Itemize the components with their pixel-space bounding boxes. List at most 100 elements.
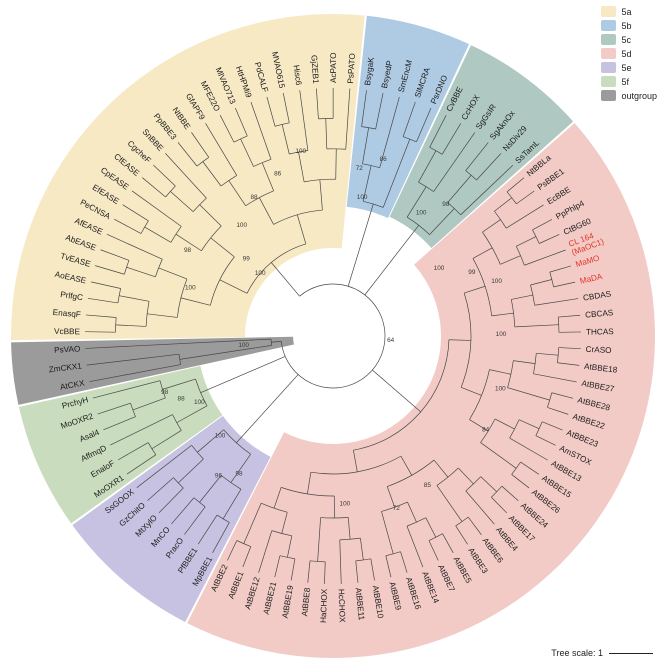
taxon-label: AtBBE11 (354, 587, 366, 621)
tree-branch (158, 487, 184, 513)
tree-branch (541, 421, 563, 431)
taxon-label: ZmCKX1 (48, 361, 82, 374)
tree-branch (505, 204, 544, 229)
tree-branch (147, 313, 178, 318)
legend-swatch (601, 20, 617, 31)
tree-branch (307, 560, 311, 583)
tree-branch (250, 101, 272, 160)
tree-branch (240, 138, 254, 167)
tree-branch (494, 418, 515, 430)
legend-label: 5c (621, 34, 631, 45)
tree-branch (92, 380, 161, 399)
tree-branch (442, 533, 454, 554)
bootstrap-value: 84 (482, 426, 490, 433)
bootstrap-value: 98 (161, 389, 169, 396)
tree-branch (87, 297, 118, 304)
tree-branch (433, 459, 449, 478)
tree-branch (491, 485, 503, 498)
bootstrap-value: 99 (468, 269, 476, 276)
tree-branch (400, 551, 408, 573)
taxon-label: HaCHOX (319, 588, 329, 623)
tree-branch (191, 132, 210, 158)
tree-branch (179, 345, 272, 360)
legend-label: 5d (621, 48, 632, 59)
tree-branch (460, 164, 514, 216)
tree-branch (258, 530, 273, 573)
tree-branch (310, 455, 402, 475)
tree-branch (180, 297, 211, 306)
bootstrap-value: 99 (243, 256, 251, 263)
tree-branch (274, 555, 281, 578)
tree-branch (511, 294, 533, 300)
tree-branch (507, 387, 550, 401)
tree-branch (447, 174, 472, 203)
bootstrap-value: 98 (442, 201, 450, 208)
tree-branch (319, 179, 323, 211)
tree-branch (307, 472, 312, 494)
tree-branch (192, 197, 207, 212)
clade-sector-5d (187, 123, 656, 659)
tree-branch (361, 90, 367, 127)
tree-branch (355, 558, 371, 562)
tree-branch (539, 234, 560, 244)
tree-branch (171, 497, 195, 525)
tree-branch (199, 204, 222, 227)
tree-branch (501, 485, 519, 502)
tree-branch (511, 474, 530, 489)
tree-branch (355, 560, 359, 583)
tree-branch (387, 459, 435, 487)
bootstrap-value: 100 (495, 385, 506, 392)
tree-branch (266, 96, 276, 127)
tree-branch (416, 108, 432, 142)
tree-branch (339, 539, 342, 584)
tree-branch (516, 190, 535, 205)
tree-branch (403, 136, 417, 143)
tree-branch (347, 517, 351, 540)
tree-branch (115, 324, 147, 327)
tree-branch (290, 558, 296, 581)
bootstrap-value: 64 (387, 337, 395, 344)
legend-label: 5f (621, 76, 629, 87)
tree-branch (202, 161, 222, 187)
tree-branch (246, 243, 306, 294)
tree-branch (242, 546, 252, 568)
bootstrap-value: 100 (185, 285, 196, 292)
clade-sector-5b (346, 15, 470, 219)
tree-branch (381, 511, 394, 554)
tree-branch (191, 445, 204, 460)
tree-branch (85, 314, 117, 318)
clade-sector-5f (18, 365, 223, 524)
taxon-label: BsygaK (363, 56, 376, 86)
legend-swatch (601, 6, 617, 17)
tree-branch (406, 186, 427, 218)
tree-branch (197, 429, 224, 453)
taxon-label: PsVAO (54, 344, 81, 354)
bootstrap-value: 100 (434, 265, 445, 272)
tree-branch (136, 445, 192, 488)
bootstrap-value: 88 (178, 395, 186, 402)
tree-branch (407, 501, 417, 523)
taxon-label: THCAS (586, 327, 614, 336)
tree-branch (476, 153, 502, 181)
tree-branch (274, 122, 290, 127)
tree-branch (273, 487, 282, 509)
bootstrap-value: 100 (416, 210, 427, 217)
tree-branch (533, 373, 577, 383)
legend-label: 5b (621, 20, 632, 31)
taxon-label: Hisc6 (292, 64, 304, 86)
tree-branch (425, 517, 437, 538)
tree-branch (469, 419, 489, 432)
bootstrap-value: 85 (424, 482, 432, 489)
taxon-label: VcBBE (54, 327, 81, 336)
tree-branch (386, 486, 395, 508)
tree-branch (219, 114, 235, 143)
tree-branch (210, 237, 235, 258)
tree-branch (339, 537, 361, 541)
tree-branch (364, 225, 420, 296)
tree-branch (287, 535, 293, 558)
legend-item-5c: 5c (601, 34, 657, 45)
scale-bar-line (609, 652, 653, 654)
tree-branch (298, 151, 305, 182)
tree-branch (151, 430, 182, 450)
